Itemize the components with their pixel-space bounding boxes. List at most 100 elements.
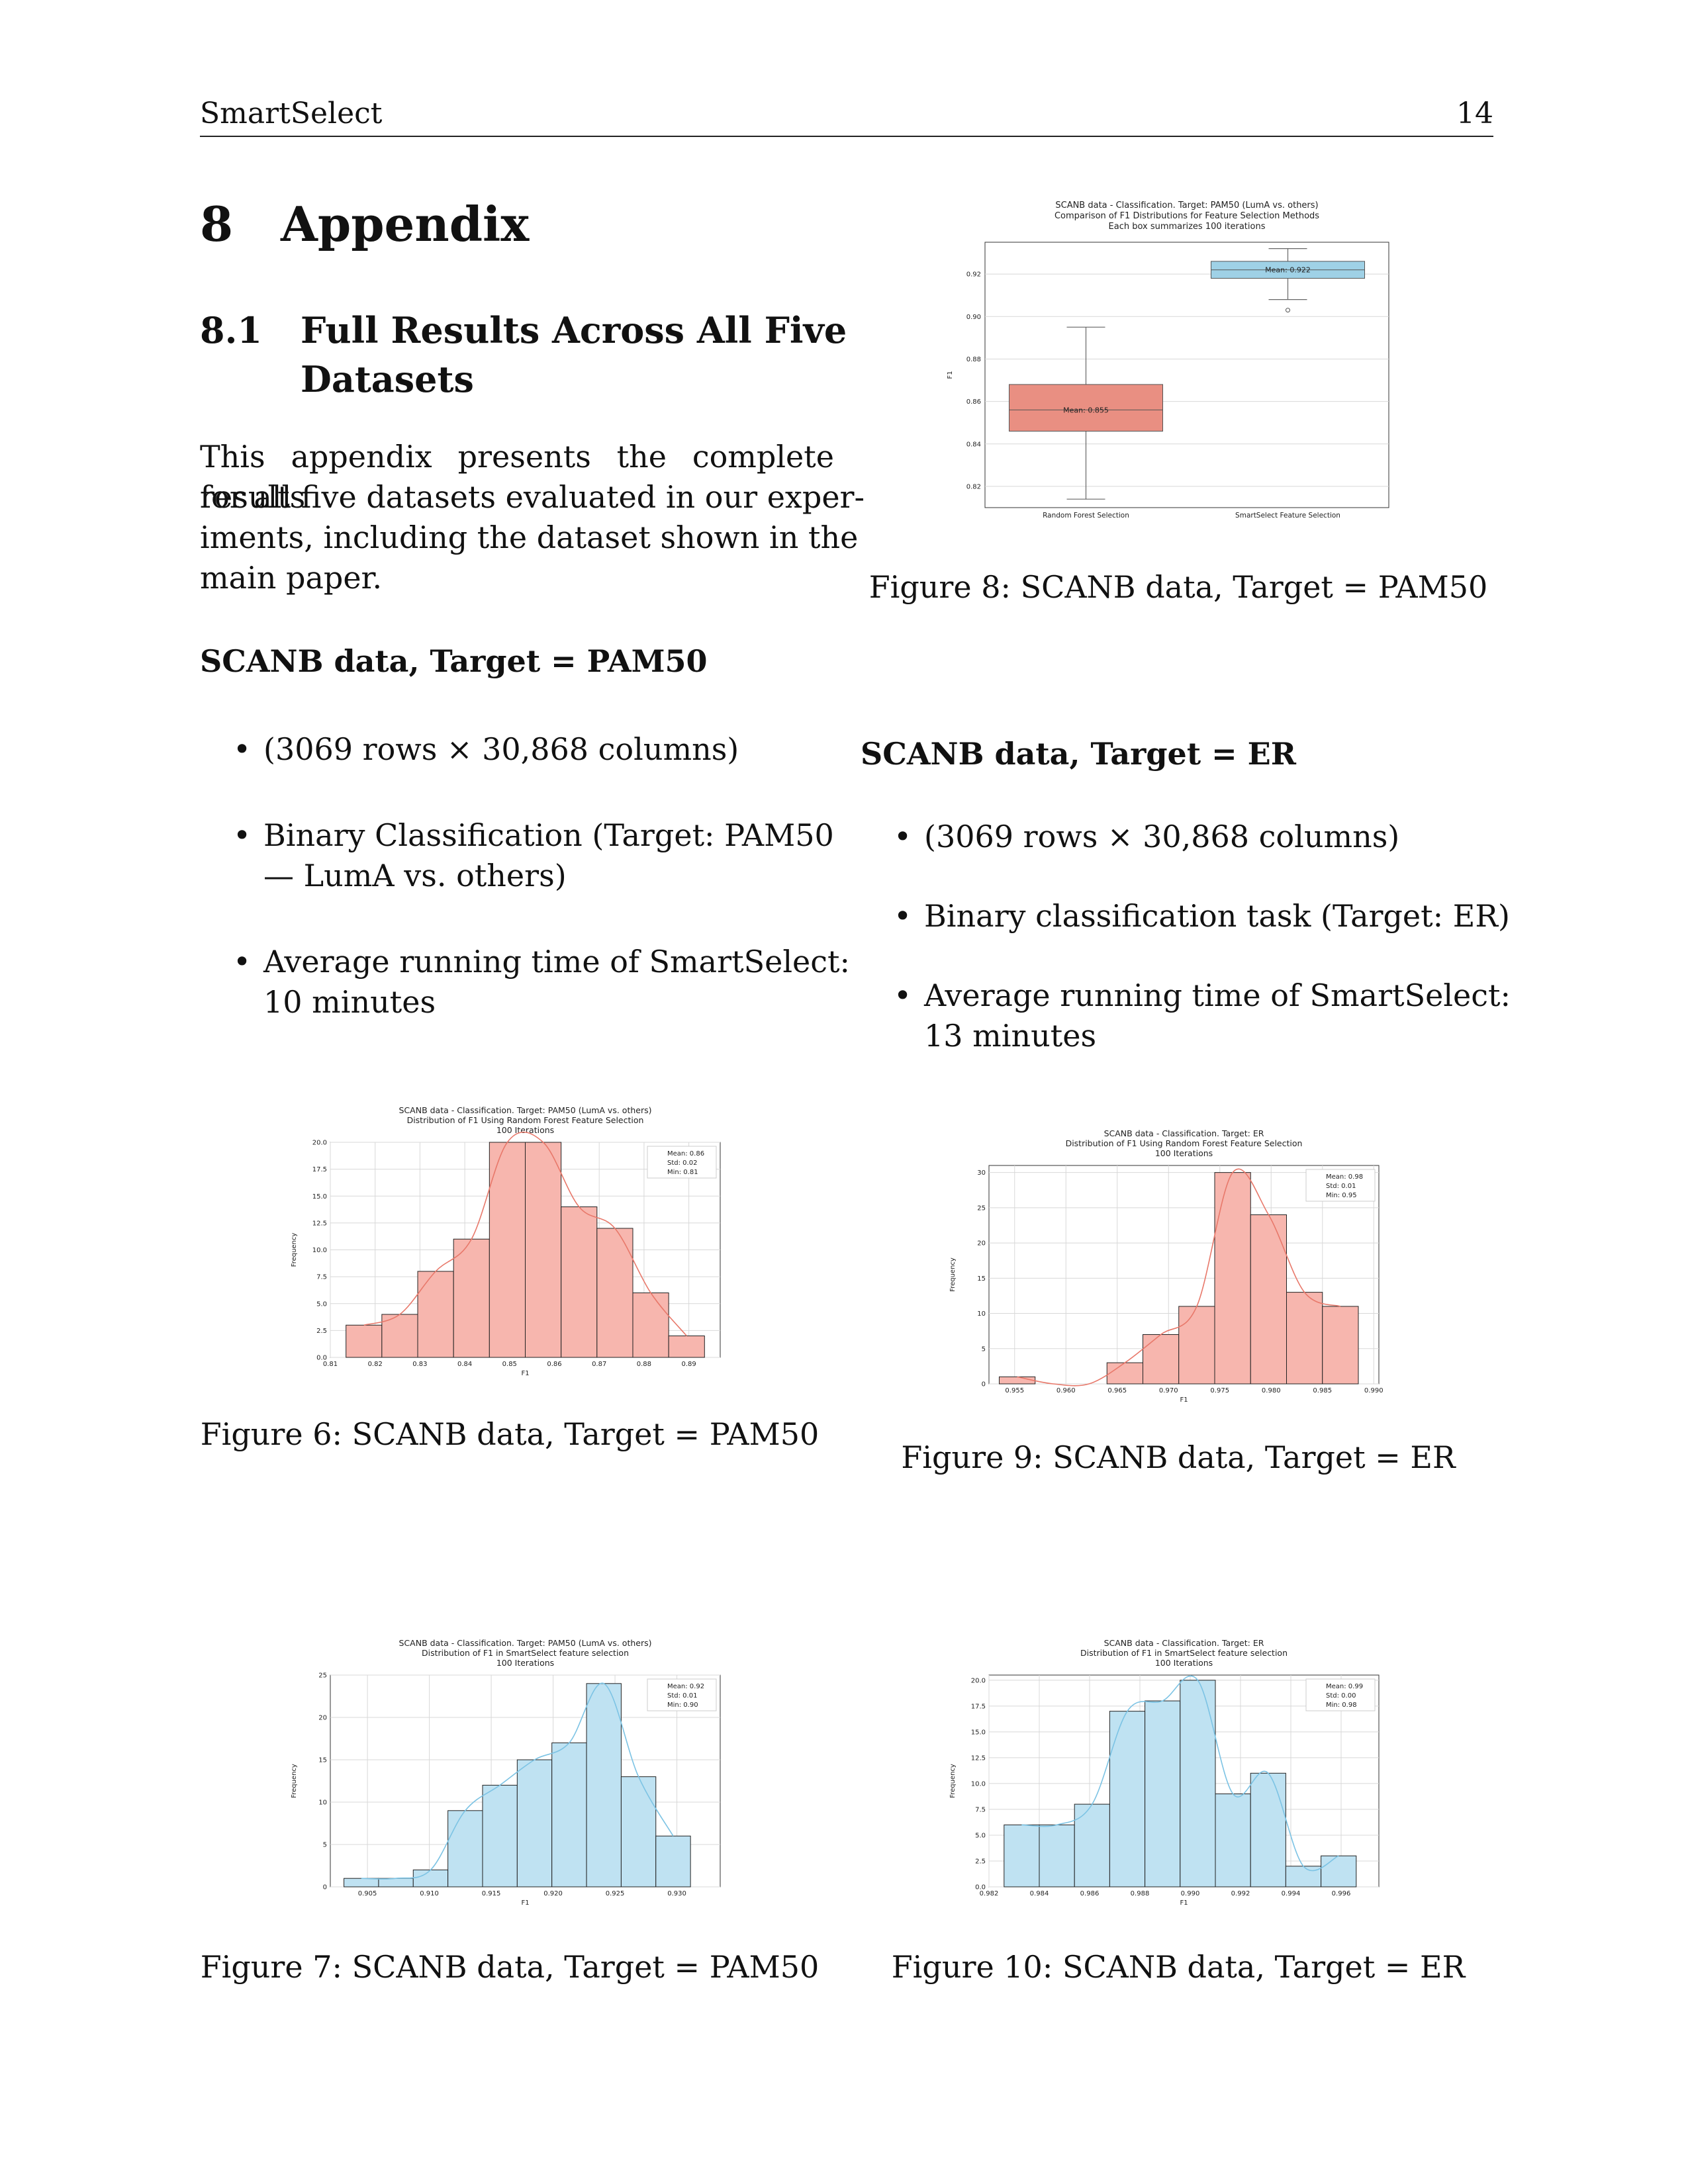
chart-title-line: 100 Iterations — [1155, 1148, 1213, 1158]
chart-title-line: Distribution of F1 Using Random Forest F… — [407, 1115, 644, 1125]
kde-curve — [1017, 1168, 1341, 1387]
x-tick-label: 0.980 — [1262, 1387, 1281, 1394]
x-tick-label: 0.82 — [368, 1361, 383, 1368]
histogram-bar — [1178, 1306, 1215, 1385]
legend-entry: Min: 0.90 — [667, 1702, 698, 1709]
histogram-bar — [1106, 1362, 1143, 1385]
chart-title-line: Distribution of F1 Using Random Forest F… — [1066, 1138, 1303, 1148]
histogram-bar — [1109, 1711, 1146, 1888]
er-bullet-1-text: (3069 rows × 30,868 columns) — [924, 819, 1400, 854]
chart-title-line: 100 Iterations — [496, 1658, 554, 1668]
histogram-bar — [516, 1759, 553, 1888]
x-tick-label: 0.81 — [323, 1361, 338, 1368]
y-axis-label: F1 — [947, 371, 954, 379]
histogram-bar — [632, 1293, 669, 1358]
y-tick-label: 5 — [982, 1345, 986, 1353]
histogram-bar — [381, 1314, 418, 1358]
histogram-bar — [1250, 1772, 1286, 1888]
legend-entry: Min: 0.98 — [1326, 1702, 1357, 1709]
running-title: SmartSelect — [200, 97, 383, 130]
histogram-bar — [525, 1142, 562, 1358]
chart-title-line: SCANB data - Classification. Target: PAM… — [399, 1638, 652, 1648]
y-tick-label: 5.0 — [316, 1300, 327, 1308]
histogram-bar — [1286, 1292, 1323, 1385]
y-tick-label: 15.0 — [971, 1729, 986, 1736]
pam50-bullet-2: • Binary Classification (Target: PAM50 — [233, 817, 834, 853]
er-bullet-3: • Average running time of SmartSelect: — [894, 978, 1511, 1013]
x-tick-label: 0.920 — [543, 1890, 563, 1897]
subsection-number: 8.1 — [200, 309, 262, 351]
pam50-bullet-3: • Average running time of SmartSelect: — [233, 944, 850, 979]
pam50-bullet-1: • (3069 rows × 30,868 columns) — [233, 731, 739, 767]
figure-9-caption: Figure 9: SCANB data, Target = ER — [901, 1439, 1456, 1475]
x-tick-label: 0.89 — [681, 1361, 696, 1368]
chart-title-line: SCANB data - Classification. Target: ER — [1104, 1638, 1264, 1648]
legend-box — [1305, 1169, 1376, 1202]
x-axis-label: F1 — [521, 1899, 529, 1907]
er-heading: SCANB data, Target = ER — [861, 736, 1296, 772]
histogram-bar — [668, 1336, 705, 1358]
x-tick-label: 0.955 — [1005, 1387, 1024, 1394]
chart-title-line: 100 Iterations — [1155, 1658, 1213, 1668]
box-mean-label: Mean: 0.922 — [1265, 266, 1311, 275]
histogram-bar — [346, 1324, 383, 1358]
histogram-bar — [1039, 1824, 1075, 1888]
y-tick-label: 20 — [318, 1715, 327, 1722]
subsection-title-line2: Datasets — [301, 358, 474, 400]
chart-title-line: 100 Iterations — [496, 1125, 554, 1135]
pam50-bullet-3-line1: Average running time of SmartSelect: — [263, 944, 850, 979]
legend-entry: Mean: 0.86 — [667, 1150, 704, 1158]
intro-line-1: This appendix presents the complete resu… — [200, 439, 834, 515]
histogram-bar — [1074, 1803, 1110, 1888]
figure-10-histogram: SCANB data - Classification. Target: ERD… — [949, 1638, 1380, 1907]
x-tick-label: 0.910 — [420, 1890, 439, 1897]
y-tick-label: 10 — [318, 1799, 327, 1807]
histogram-bar — [417, 1271, 454, 1358]
legend-entry: Std: 0.02 — [667, 1160, 697, 1167]
y-tick-label: 20.0 — [971, 1677, 986, 1684]
y-tick-label: 12.5 — [971, 1754, 986, 1762]
histogram-bar — [447, 1810, 483, 1888]
y-axis-label: Frequency — [291, 1764, 298, 1798]
er-bullet-2: • Binary classification task (Target: ER) — [894, 898, 1510, 934]
chart-title-line: SCANB data - Classification. Target: PAM… — [399, 1105, 652, 1115]
x-axis-label: F1 — [1180, 1899, 1188, 1907]
y-tick-label: 0 — [982, 1381, 986, 1388]
x-tick-label: 0.970 — [1159, 1387, 1178, 1394]
y-tick-label: 0.88 — [966, 356, 981, 363]
y-tick-label: 7.5 — [316, 1274, 327, 1281]
x-axis-label: F1 — [521, 1370, 529, 1377]
section-title: Appendix — [281, 196, 530, 252]
y-tick-label: 0 — [323, 1884, 327, 1891]
y-tick-label: 17.5 — [971, 1703, 986, 1710]
y-tick-label: 20 — [977, 1240, 986, 1248]
legend-entry: Std: 0.01 — [667, 1692, 697, 1700]
x-tick-label: 0.975 — [1210, 1387, 1229, 1394]
legend-box — [647, 1678, 717, 1711]
chart-title-line: Distribution of F1 in SmartSelect featur… — [422, 1648, 629, 1658]
x-tick-label: 0.984 — [1030, 1890, 1049, 1897]
legend-box — [647, 1146, 717, 1179]
histogram-bar — [586, 1683, 622, 1888]
histogram-bar — [561, 1206, 598, 1358]
legend-box — [1305, 1678, 1376, 1711]
histogram-bar — [1143, 1334, 1180, 1385]
histogram-bar — [1285, 1866, 1322, 1888]
kde-curve — [1021, 1675, 1339, 1872]
figure-7-caption: Figure 7: SCANB data, Target = PAM50 — [200, 1949, 820, 1985]
x-tick-label: 0.915 — [482, 1890, 501, 1897]
legend-entry: Min: 0.95 — [1326, 1192, 1357, 1199]
histogram-bar — [412, 1869, 449, 1888]
chart-title-line: SCANB data - Classification. Target: PAM… — [1055, 201, 1318, 210]
x-tick-label: 0.87 — [592, 1361, 606, 1368]
x-tick-label: 0.83 — [412, 1361, 427, 1368]
y-tick-label: 0.82 — [966, 483, 981, 490]
y-axis-label: Frequency — [949, 1764, 957, 1798]
plot-frame — [984, 242, 1389, 508]
y-tick-label: 15 — [977, 1275, 986, 1283]
legend-entry: Mean: 0.99 — [1326, 1683, 1363, 1690]
header-rule — [200, 136, 1493, 137]
y-tick-label: 0.92 — [966, 271, 981, 279]
legend-entry: Min: 0.81 — [667, 1169, 698, 1176]
legend-entry: Mean: 0.98 — [1326, 1173, 1363, 1181]
